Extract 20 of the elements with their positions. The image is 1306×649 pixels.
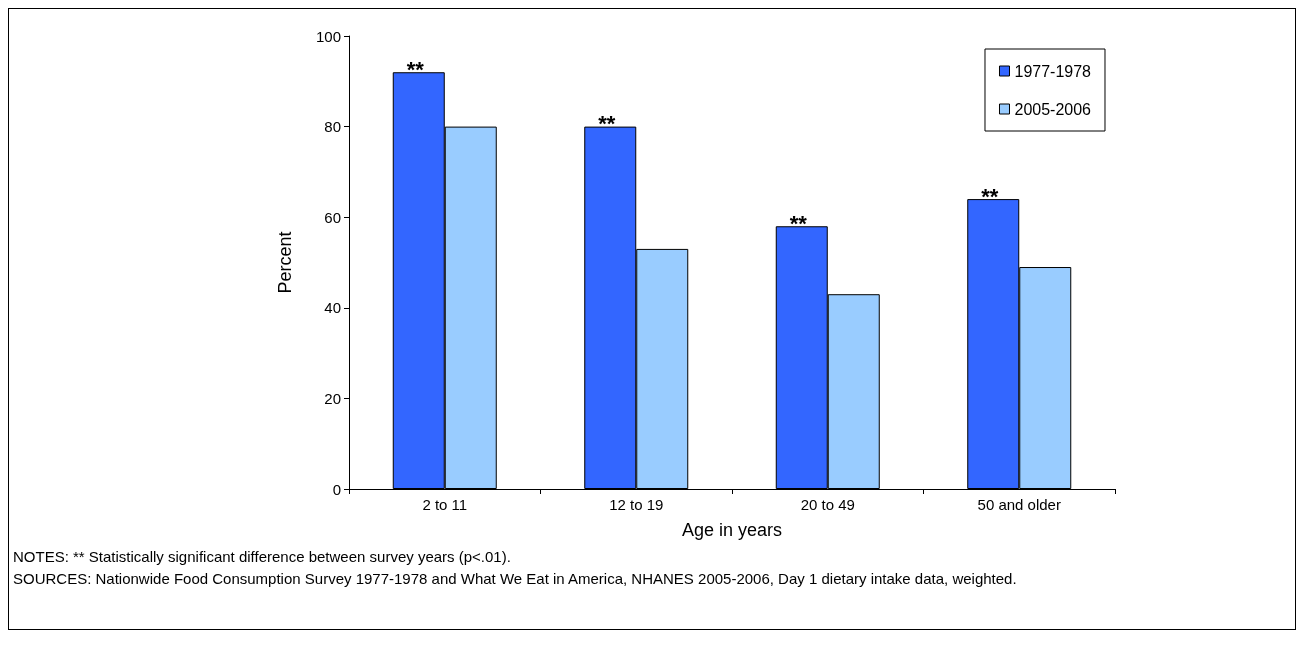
text: NOTES: ** Statistically significant difference between survey years (p<.01).: [13, 548, 511, 565]
y-axis-title: Percent: [275, 231, 295, 294]
y-tick-label: 0: [332, 480, 341, 498]
x-tick-label: 2 to 11: [422, 496, 468, 513]
annotation: **: [598, 111, 616, 137]
y-tick-label: 60: [324, 208, 341, 226]
y-tick-label: 40: [324, 299, 341, 317]
x-axis-title: Age in years: [681, 520, 783, 540]
y-tick-label: 80: [324, 118, 341, 136]
source-note: SOURCES: Nationwide Food Consumption Survey 1977-1978 and What We Eat in America, NHANES 2005-2006, Day 1 dietary intake data, weighted.: [13, 570, 1017, 587]
annotation: **: [789, 210, 808, 236]
y-tick-label: 20: [324, 389, 341, 407]
x-tick-label: 12 to 19: [609, 496, 664, 513]
legend-label: 1977-1978: [1014, 62, 1092, 80]
annotation: **: [981, 183, 999, 209]
annotation: **: [406, 56, 425, 82]
legend-label: 2005-2006: [1014, 100, 1092, 118]
x-tick-label: 20 to 49: [800, 496, 855, 513]
x-tick-label: 50 and older: [977, 496, 1061, 513]
y-tick-label: 100: [315, 27, 341, 45]
